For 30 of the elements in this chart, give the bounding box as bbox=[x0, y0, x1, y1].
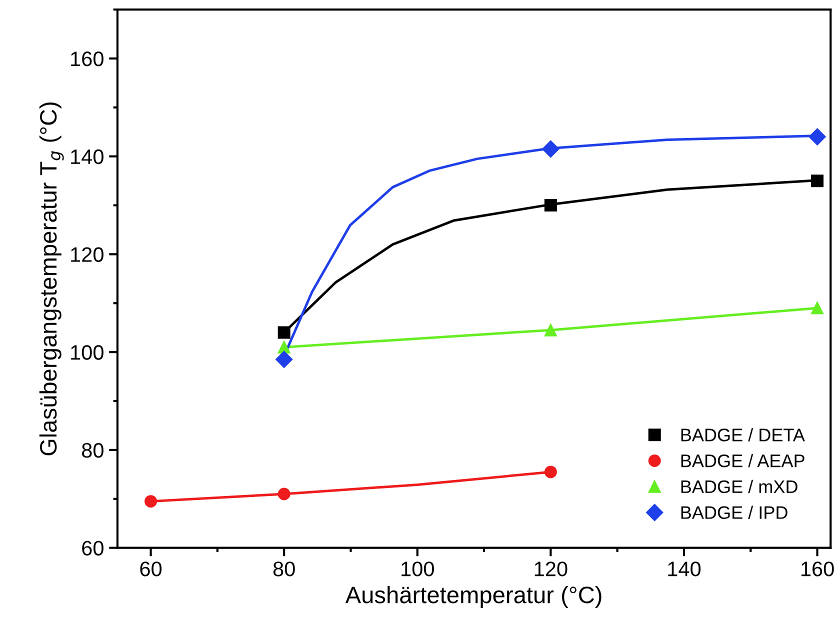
y-tick-label: 140 bbox=[71, 149, 104, 164]
point bbox=[278, 488, 290, 500]
point bbox=[144, 495, 158, 508]
x-tick-label: 80 bbox=[273, 562, 295, 576]
legend-label: BADGE / AEAP bbox=[681, 454, 804, 468]
x-tick-label: 60 bbox=[140, 562, 162, 576]
x-tick-label: 140 bbox=[668, 562, 701, 576]
y-tick-label: 60 bbox=[82, 540, 104, 556]
y-tick-label: 160 bbox=[71, 51, 104, 66]
legend-label: BADGE / DETA bbox=[681, 428, 805, 442]
x-tick-label: 100 bbox=[402, 562, 434, 576]
point bbox=[276, 350, 293, 368]
point bbox=[278, 326, 290, 339]
point bbox=[808, 128, 826, 146]
y-tick-label: 100 bbox=[71, 345, 104, 360]
x-axis-title: Aushärtetemperatur (°C) bbox=[345, 586, 602, 608]
point bbox=[542, 140, 560, 158]
point bbox=[544, 466, 557, 478]
y-tick-label: 120 bbox=[71, 247, 104, 262]
point bbox=[544, 324, 557, 336]
point bbox=[278, 340, 290, 354]
point bbox=[544, 199, 557, 212]
x-tick-label: 120 bbox=[534, 562, 568, 576]
x-tick-label: 160 bbox=[801, 562, 834, 576]
legend-label: BADGE / mXD bbox=[681, 480, 798, 494]
legend-label: BADGE / IPD bbox=[681, 506, 788, 519]
point bbox=[811, 174, 824, 188]
point bbox=[811, 302, 824, 314]
y-axis-title: Glasübergangstemperatur T$_{g}$ (°C) bbox=[39, 102, 64, 456]
y-tick-label: 80 bbox=[82, 442, 104, 458]
